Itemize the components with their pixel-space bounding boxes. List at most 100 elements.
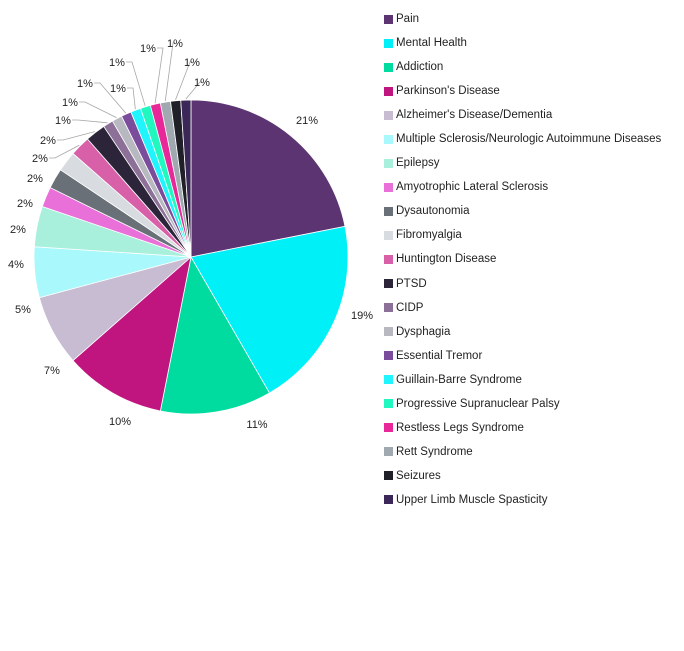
- legend-swatch: [384, 303, 393, 313]
- legend-label: Epilepsy: [396, 157, 440, 170]
- legend-swatch: [384, 182, 393, 192]
- data-label-7: 2%: [10, 224, 26, 236]
- data-label-6: 4%: [8, 259, 24, 271]
- legend-swatch: [384, 471, 393, 481]
- legend-swatch: [384, 279, 393, 289]
- pie-slice-20: [180, 99, 192, 258]
- leader-line-13: [79, 101, 117, 119]
- data-label-10: 2%: [32, 153, 48, 165]
- data-label-19: 1%: [184, 57, 200, 69]
- legend-swatch: [384, 206, 393, 216]
- legend-swatch: [384, 158, 393, 168]
- legend-label: Huntington Disease: [396, 253, 497, 266]
- leader-line-11: [57, 131, 95, 141]
- legend-item: Alzheimer's Disease/Dementia: [384, 103, 661, 127]
- legend-swatch: [384, 423, 393, 433]
- data-label-14: 1%: [77, 78, 93, 90]
- data-label-13: 1%: [62, 97, 78, 109]
- leader-line-16: [126, 61, 146, 106]
- leader-line-15: [127, 87, 136, 110]
- legend-swatch: [384, 134, 393, 144]
- leader-line-12: [72, 119, 108, 124]
- pie-slice-2: [159, 255, 271, 415]
- data-label-3: 10%: [109, 416, 131, 428]
- data-label-5: 5%: [15, 304, 31, 316]
- legend-item: Pain: [384, 7, 661, 31]
- legend-swatch: [384, 254, 393, 264]
- legend-item: Restless Legs Syndrome: [384, 416, 661, 440]
- legend-label: Amyotrophic Lateral Sclerosis: [396, 181, 549, 194]
- legend-swatch: [384, 14, 393, 24]
- pie-slice-1: [190, 225, 349, 394]
- legend-label: Restless Legs Syndrome: [396, 421, 524, 434]
- legend-item: Dysphagia: [384, 320, 661, 344]
- leader-line-17: [154, 47, 164, 104]
- data-label-12: 1%: [55, 115, 71, 127]
- pie-slice-0: [190, 99, 346, 258]
- legend-label: Dysautonomia: [396, 205, 470, 218]
- leader-line-18: [164, 42, 175, 102]
- legend-item: Rett Syndrome: [384, 440, 661, 464]
- legend-item: Mental Health: [384, 31, 661, 55]
- legend-swatch: [384, 327, 393, 337]
- legend-item: Huntington Disease: [384, 247, 661, 271]
- legend-label: Fibromyalgia: [396, 229, 462, 242]
- legend-label: Guillain-Barre Syndrome: [396, 373, 522, 386]
- legend-item: Epilepsy: [384, 151, 661, 175]
- legend-item: Dysautonomia: [384, 199, 661, 223]
- legend-swatch: [384, 230, 393, 240]
- data-label-20: 1%: [194, 77, 210, 89]
- chart-legend: Pain Mental Health Addiction Parkinson's Di…: [384, 7, 661, 512]
- legend-label: Alzheimer's Disease/Dementia: [396, 109, 553, 122]
- legend-swatch: [384, 62, 393, 72]
- legend-label: Pain: [396, 13, 420, 26]
- legend-label: Parkinson's Disease: [396, 85, 500, 98]
- legend-swatch: [384, 38, 393, 48]
- legend-label: Upper Limb Muscle Spasticity: [396, 493, 548, 506]
- data-label-4: 7%: [44, 365, 60, 377]
- legend-item: Multiple Sclerosis/Neurologic Autoimmune…: [384, 127, 661, 151]
- legend-label: Seizures: [396, 469, 441, 482]
- legend-swatch: [384, 375, 393, 385]
- leader-line-10: [49, 144, 80, 159]
- data-label-9: 2%: [27, 173, 43, 185]
- legend-item: Upper Limb Muscle Spasticity: [384, 488, 661, 512]
- legend-label: Mental Health: [396, 37, 467, 50]
- data-label-11: 2%: [40, 135, 56, 147]
- legend-label: Addiction: [396, 61, 444, 74]
- legend-swatch: [384, 495, 393, 505]
- legend-item: Addiction: [384, 55, 661, 79]
- leader-line-19: [175, 61, 192, 100]
- data-label-18: 1%: [167, 38, 183, 50]
- legend-swatch: [384, 447, 393, 457]
- legend-item: Amyotrophic Lateral Sclerosis: [384, 175, 661, 199]
- legend-label: Dysphagia: [396, 325, 451, 338]
- leader-line-14: [94, 82, 127, 114]
- legend-item: CIDP: [384, 296, 661, 320]
- legend-label: CIDP: [396, 301, 424, 314]
- leader-line-20: [185, 81, 202, 100]
- legend-label: Rett Syndrome: [396, 445, 473, 458]
- legend-swatch: [384, 86, 393, 96]
- legend-item: PTSD: [384, 272, 661, 296]
- legend-item: Essential Tremor: [384, 344, 661, 368]
- legend-label: Essential Tremor: [396, 349, 483, 362]
- data-label-2: 11%: [246, 419, 267, 431]
- pie-slice-3: [72, 255, 192, 412]
- legend-item: Progressive Supranuclear Palsy: [384, 392, 661, 416]
- data-label-0: 21%: [296, 115, 318, 127]
- legend-swatch: [384, 351, 393, 361]
- data-label-1: 19%: [351, 310, 373, 322]
- legend-label: PTSD: [396, 277, 427, 290]
- legend-swatch: [384, 399, 393, 409]
- legend-label: Progressive Supranuclear Palsy: [396, 397, 560, 410]
- legend-item: Fibromyalgia: [384, 223, 661, 247]
- legend-label: Multiple Sclerosis/Neurologic Autoimmune…: [396, 133, 662, 146]
- legend-item: Guillain-Barre Syndrome: [384, 368, 661, 392]
- data-label-17: 1%: [140, 43, 156, 55]
- data-label-15: 1%: [110, 83, 126, 95]
- data-label-8: 2%: [17, 198, 33, 210]
- legend-item: Seizures: [384, 464, 661, 488]
- data-label-16: 1%: [109, 57, 125, 69]
